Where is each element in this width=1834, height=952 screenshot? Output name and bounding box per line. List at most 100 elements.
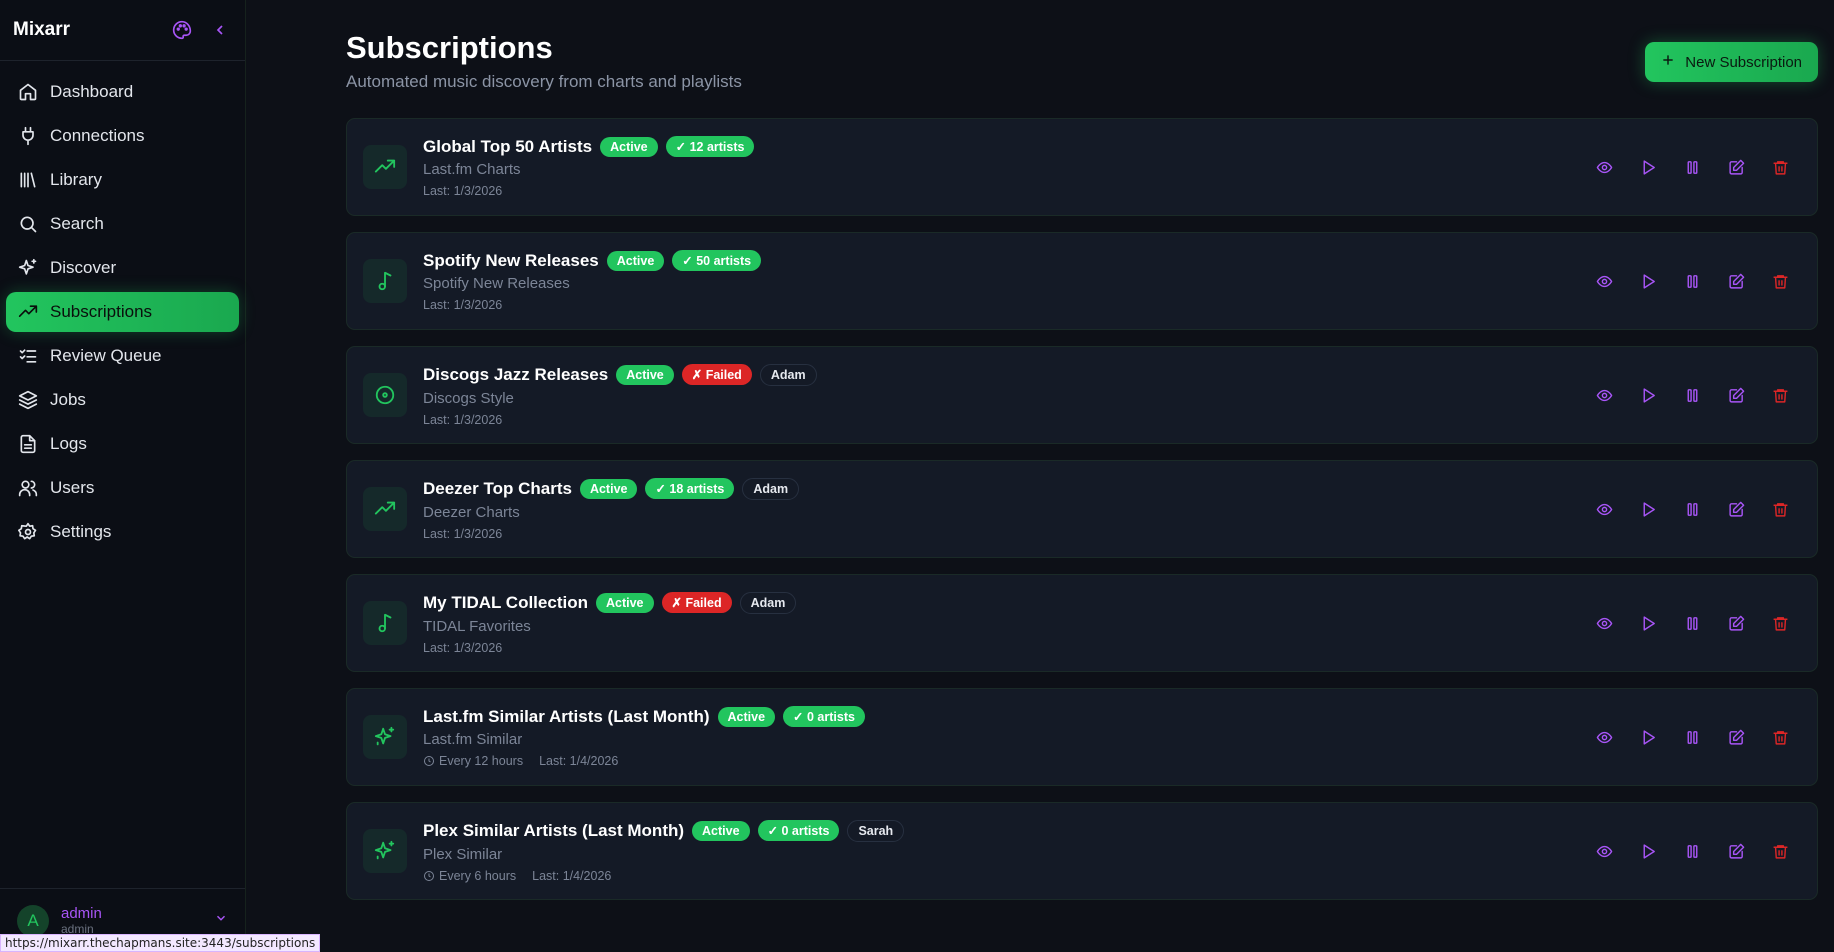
edit-button[interactable] xyxy=(1726,271,1747,292)
play-icon xyxy=(1643,501,1655,517)
sidebar-item-library[interactable]: Library xyxy=(6,160,239,200)
pause-button[interactable] xyxy=(1682,499,1703,520)
play-icon xyxy=(1643,273,1655,289)
trash-icon xyxy=(1773,160,1788,175)
play-icon xyxy=(1643,729,1655,745)
status-badge: Active xyxy=(717,706,776,727)
sidebar-item-settings[interactable]: Settings xyxy=(6,512,239,552)
new-subscription-button[interactable]: New Subscription xyxy=(1645,42,1818,82)
sidebar-item-dashboard[interactable]: Dashboard xyxy=(6,72,239,112)
trending-up-icon xyxy=(18,305,38,317)
edit-icon xyxy=(1729,159,1745,175)
run-button[interactable] xyxy=(1638,271,1659,292)
pause-button[interactable] xyxy=(1682,727,1703,748)
run-button[interactable] xyxy=(1638,841,1659,862)
sidebar-item-logs[interactable]: Logs xyxy=(6,424,239,464)
edit-button[interactable] xyxy=(1726,385,1747,406)
run-button[interactable] xyxy=(1638,157,1659,178)
sidebar-item-discover[interactable]: Discover xyxy=(6,248,239,288)
subscription-card[interactable]: Discogs Jazz Releases Active ✗ Failed Ad… xyxy=(346,346,1818,444)
edit-button[interactable] xyxy=(1726,613,1747,634)
view-button[interactable] xyxy=(1594,385,1615,406)
pause-button[interactable] xyxy=(1682,157,1703,178)
sidebar-item-connections[interactable]: Connections xyxy=(6,116,239,156)
view-button[interactable] xyxy=(1594,271,1615,292)
owner-badge: Adam xyxy=(739,591,797,614)
chevron-down-icon[interactable] xyxy=(214,911,228,930)
pause-button[interactable] xyxy=(1682,841,1703,862)
view-button[interactable] xyxy=(1594,157,1615,178)
play-icon xyxy=(1643,387,1655,403)
delete-button[interactable] xyxy=(1770,727,1791,748)
subscription-source: Plex Similar xyxy=(423,845,503,863)
edit-button[interactable] xyxy=(1726,727,1747,748)
trash-icon xyxy=(1773,844,1788,859)
delete-button[interactable] xyxy=(1770,271,1791,292)
subscription-source: Spotify New Releases xyxy=(423,275,570,292)
status-badge: Active xyxy=(595,592,654,613)
view-button[interactable] xyxy=(1594,613,1615,634)
sidebar-item-users[interactable]: Users xyxy=(6,468,239,508)
sidebar-item-review-queue[interactable]: Review Queue xyxy=(6,336,239,376)
sidebar-item-label: Logs xyxy=(50,434,87,453)
subscription-title: Plex Similar Artists (Last Month) xyxy=(423,820,685,840)
sidebar-item-search[interactable]: Search xyxy=(6,204,239,244)
subscription-card[interactable]: Spotify New Releases Active ✓ 50 artists… xyxy=(346,232,1818,330)
subscription-actions xyxy=(1594,613,1791,634)
subscription-title: Spotify New Releases xyxy=(423,250,599,270)
view-button[interactable] xyxy=(1594,841,1615,862)
delete-button[interactable] xyxy=(1770,157,1791,178)
last-run: Last: 1/3/2026 xyxy=(423,640,503,655)
run-button[interactable] xyxy=(1638,613,1659,634)
trending-up-icon xyxy=(363,487,407,531)
subscription-actions xyxy=(1594,157,1791,178)
trash-icon xyxy=(1773,388,1788,403)
eye-icon xyxy=(1596,731,1613,743)
subscription-actions xyxy=(1594,841,1791,862)
trash-icon xyxy=(1773,274,1788,289)
link-status-bar: https://mixarr.thechapmans.site:3443/sub… xyxy=(0,934,321,952)
last-run: Last: 1/4/2026 xyxy=(532,868,612,883)
subscription-card[interactable]: Last.fm Similar Artists (Last Month) Act… xyxy=(346,688,1818,786)
edit-button[interactable] xyxy=(1726,499,1747,520)
sidebar-item-jobs[interactable]: Jobs xyxy=(6,380,239,420)
delete-button[interactable] xyxy=(1770,841,1791,862)
run-button[interactable] xyxy=(1638,727,1659,748)
sidebar-item-label: Review Queue xyxy=(50,346,162,365)
plug-icon xyxy=(22,126,34,146)
subscription-card[interactable]: Deezer Top Charts Active ✓ 18 artists Ad… xyxy=(346,460,1818,558)
pause-button[interactable] xyxy=(1682,613,1703,634)
view-button[interactable] xyxy=(1594,499,1615,520)
pause-button[interactable] xyxy=(1682,385,1703,406)
run-button[interactable] xyxy=(1638,385,1659,406)
subscription-source: Discogs Style xyxy=(423,389,514,407)
schedule: Every 6 hours xyxy=(423,869,516,883)
subscription-title: Global Top 50 Artists xyxy=(423,136,593,156)
delete-button[interactable] xyxy=(1770,385,1791,406)
subscription-card[interactable]: My TIDAL Collection Active ✗ Failed Adam… xyxy=(346,574,1818,672)
subscription-title: Discogs Jazz Releases xyxy=(423,364,609,384)
subscription-card[interactable]: Plex Similar Artists (Last Month) Active… xyxy=(346,802,1818,900)
delete-button[interactable] xyxy=(1770,499,1791,520)
last-run: Last: 1/3/2026 xyxy=(423,184,503,198)
subscription-card[interactable]: Global Top 50 Artists Active ✓ 12 artist… xyxy=(346,118,1818,216)
trash-icon xyxy=(1773,502,1788,517)
sidebar-item-label: Subscriptions xyxy=(50,302,153,321)
trending-up-icon xyxy=(363,145,407,189)
pause-button[interactable] xyxy=(1682,271,1703,292)
user-menu[interactable]: A admin admin xyxy=(0,888,245,952)
edit-button[interactable] xyxy=(1726,841,1747,862)
edit-icon xyxy=(1729,273,1745,289)
subscription-title: My TIDAL Collection xyxy=(423,592,588,612)
edit-button[interactable] xyxy=(1726,157,1747,178)
subscription-actions xyxy=(1594,499,1791,520)
subscription-title: Last.fm Similar Artists (Last Month) xyxy=(423,706,710,726)
palette-icon[interactable] xyxy=(170,18,194,42)
delete-button[interactable] xyxy=(1770,613,1791,634)
sidebar-item-label: Settings xyxy=(50,522,112,541)
subscription-title: Deezer Top Charts xyxy=(423,478,572,498)
collapse-sidebar-icon[interactable] xyxy=(208,18,232,42)
sidebar-item-subscriptions[interactable]: Subscriptions xyxy=(6,292,239,332)
view-button[interactable] xyxy=(1594,727,1615,748)
run-button[interactable] xyxy=(1638,499,1659,520)
